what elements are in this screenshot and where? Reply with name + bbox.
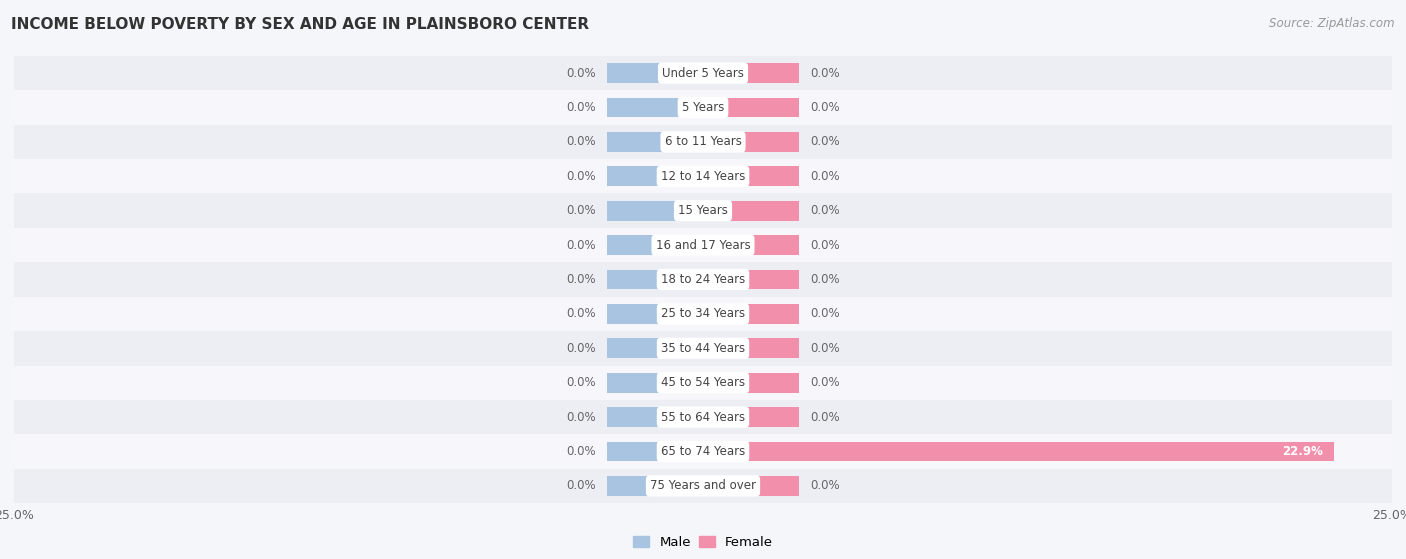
Bar <box>703 167 800 186</box>
Text: 0.0%: 0.0% <box>565 273 596 286</box>
Bar <box>14 297 1392 331</box>
Bar <box>606 235 703 255</box>
Bar <box>606 97 703 117</box>
Bar <box>14 331 1392 366</box>
Bar <box>14 125 1392 159</box>
Bar <box>606 201 703 221</box>
Bar <box>703 201 800 221</box>
Text: 0.0%: 0.0% <box>810 135 841 148</box>
Bar <box>703 442 1334 462</box>
Bar <box>703 235 800 255</box>
Bar <box>14 262 1392 297</box>
Text: 0.0%: 0.0% <box>565 307 596 320</box>
Bar <box>703 407 800 427</box>
Text: INCOME BELOW POVERTY BY SEX AND AGE IN PLAINSBORO CENTER: INCOME BELOW POVERTY BY SEX AND AGE IN P… <box>11 17 589 32</box>
Bar <box>14 468 1392 503</box>
Bar <box>606 442 703 462</box>
Bar <box>703 476 800 496</box>
Text: 0.0%: 0.0% <box>810 342 841 355</box>
Legend: Male, Female: Male, Female <box>627 531 779 555</box>
Text: Source: ZipAtlas.com: Source: ZipAtlas.com <box>1270 17 1395 30</box>
Bar <box>14 366 1392 400</box>
Bar <box>606 476 703 496</box>
Bar <box>703 373 800 392</box>
Bar <box>14 56 1392 91</box>
Text: 16 and 17 Years: 16 and 17 Years <box>655 239 751 252</box>
Text: 22.9%: 22.9% <box>1282 445 1323 458</box>
Text: 5 Years: 5 Years <box>682 101 724 114</box>
Text: 0.0%: 0.0% <box>565 480 596 492</box>
Bar <box>703 304 800 324</box>
Text: 25 to 34 Years: 25 to 34 Years <box>661 307 745 320</box>
Text: 0.0%: 0.0% <box>810 170 841 183</box>
Text: 0.0%: 0.0% <box>565 376 596 389</box>
Text: 0.0%: 0.0% <box>565 135 596 148</box>
Text: 0.0%: 0.0% <box>565 170 596 183</box>
Text: 45 to 54 Years: 45 to 54 Years <box>661 376 745 389</box>
Text: 0.0%: 0.0% <box>810 376 841 389</box>
Bar <box>606 407 703 427</box>
Text: 0.0%: 0.0% <box>810 67 841 79</box>
Bar <box>14 193 1392 228</box>
Text: 0.0%: 0.0% <box>565 411 596 424</box>
Text: 35 to 44 Years: 35 to 44 Years <box>661 342 745 355</box>
Text: 18 to 24 Years: 18 to 24 Years <box>661 273 745 286</box>
Bar <box>14 434 1392 468</box>
Bar <box>14 400 1392 434</box>
Bar <box>703 63 800 83</box>
Text: 12 to 14 Years: 12 to 14 Years <box>661 170 745 183</box>
Text: 6 to 11 Years: 6 to 11 Years <box>665 135 741 148</box>
Text: 55 to 64 Years: 55 to 64 Years <box>661 411 745 424</box>
Text: 0.0%: 0.0% <box>810 101 841 114</box>
Text: 0.0%: 0.0% <box>565 445 596 458</box>
Bar <box>14 91 1392 125</box>
Text: 0.0%: 0.0% <box>565 101 596 114</box>
Text: 0.0%: 0.0% <box>810 273 841 286</box>
Text: 0.0%: 0.0% <box>565 239 596 252</box>
Bar <box>703 269 800 290</box>
Text: 65 to 74 Years: 65 to 74 Years <box>661 445 745 458</box>
Bar <box>703 132 800 152</box>
Text: Under 5 Years: Under 5 Years <box>662 67 744 79</box>
Bar <box>14 159 1392 193</box>
Bar <box>606 304 703 324</box>
Text: 0.0%: 0.0% <box>810 480 841 492</box>
Text: 0.0%: 0.0% <box>565 204 596 217</box>
Bar <box>606 338 703 358</box>
Text: 0.0%: 0.0% <box>810 411 841 424</box>
Text: 0.0%: 0.0% <box>565 67 596 79</box>
Text: 15 Years: 15 Years <box>678 204 728 217</box>
Text: 0.0%: 0.0% <box>810 307 841 320</box>
Bar <box>703 338 800 358</box>
Text: 0.0%: 0.0% <box>810 239 841 252</box>
Bar <box>606 63 703 83</box>
Bar <box>606 269 703 290</box>
Bar <box>606 132 703 152</box>
Bar <box>606 373 703 392</box>
Text: 0.0%: 0.0% <box>565 342 596 355</box>
Bar <box>606 167 703 186</box>
Text: 0.0%: 0.0% <box>810 204 841 217</box>
Text: 75 Years and over: 75 Years and over <box>650 480 756 492</box>
Bar <box>703 97 800 117</box>
Bar <box>14 228 1392 262</box>
